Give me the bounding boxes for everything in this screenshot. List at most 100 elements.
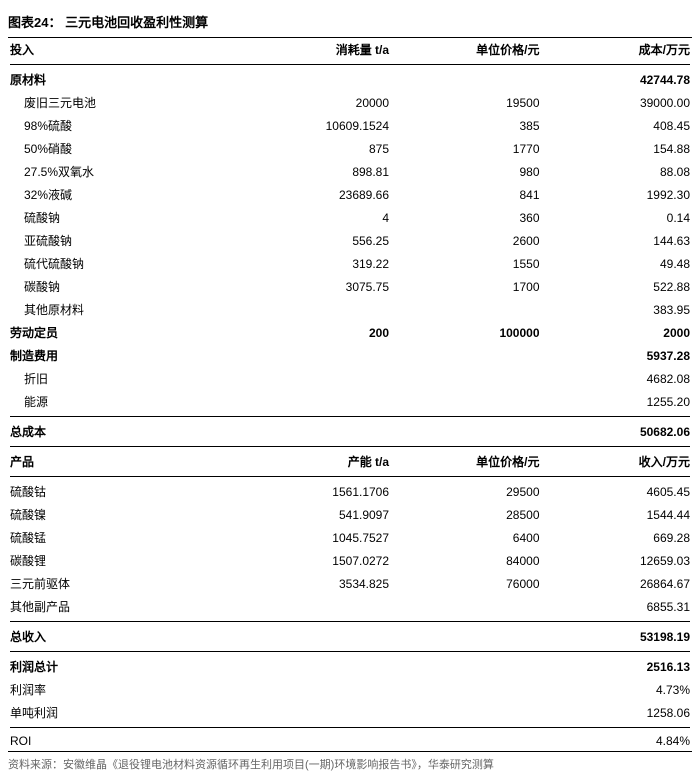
table-row-label: 27.5%双氧水 bbox=[8, 160, 241, 183]
table-cell bbox=[241, 390, 391, 413]
divider bbox=[10, 727, 690, 728]
table-cell bbox=[391, 595, 541, 618]
table-cell: 0.14 bbox=[542, 206, 693, 229]
table-cell: 522.88 bbox=[542, 275, 693, 298]
header-qty: 消耗量 t/a bbox=[241, 38, 391, 61]
table-cell: 26864.67 bbox=[542, 572, 693, 595]
raw-materials-label: 原材料 bbox=[8, 68, 241, 91]
table-row-label: 硫酸镍 bbox=[8, 503, 241, 526]
total-cost-label: 总成本 bbox=[8, 420, 241, 443]
table-cell: 28500 bbox=[391, 503, 541, 526]
table-cell: 4605.45 bbox=[542, 480, 693, 503]
pertonne-label: 单吨利润 bbox=[8, 701, 241, 724]
table-row-label: 硫酸钠 bbox=[8, 206, 241, 229]
table-cell: 360 bbox=[391, 206, 541, 229]
table-row-label: 硫代硫酸钠 bbox=[8, 252, 241, 275]
header-input: 投入 bbox=[8, 38, 241, 61]
table-row-label: 碳酸钠 bbox=[8, 275, 241, 298]
divider bbox=[10, 476, 690, 477]
table-row-label: 废旧三元电池 bbox=[8, 91, 241, 114]
table-cell: 39000.00 bbox=[542, 91, 693, 114]
table-cell: 1544.44 bbox=[542, 503, 693, 526]
table-row-label: 硫酸钴 bbox=[8, 480, 241, 503]
labor-label: 劳动定员 bbox=[8, 321, 241, 344]
table-cell: 3075.75 bbox=[241, 275, 391, 298]
header-revenue: 收入/万元 bbox=[542, 450, 693, 473]
table-cell: 1255.20 bbox=[542, 390, 693, 413]
table-cell: 154.88 bbox=[542, 137, 693, 160]
table-row-label: 50%硝酸 bbox=[8, 137, 241, 160]
divider bbox=[10, 446, 690, 447]
divider bbox=[10, 621, 690, 622]
labor-price: 100000 bbox=[391, 321, 541, 344]
figure-title: 图表24： 三元电池回收盈利性测算 bbox=[8, 8, 692, 37]
divider bbox=[10, 64, 690, 65]
table-cell bbox=[241, 367, 391, 390]
table-cell: 383.95 bbox=[542, 298, 693, 321]
table-cell: 541.9097 bbox=[241, 503, 391, 526]
total-rev-label: 总收入 bbox=[8, 625, 241, 648]
table-cell: 19500 bbox=[391, 91, 541, 114]
table-cell: 875 bbox=[241, 137, 391, 160]
table-row-label: 折旧 bbox=[8, 367, 241, 390]
table-cell: 49.48 bbox=[542, 252, 693, 275]
table-row-label: 其他副产品 bbox=[8, 595, 241, 618]
table-cell: 556.25 bbox=[241, 229, 391, 252]
table-row-label: 32%液碱 bbox=[8, 183, 241, 206]
total-rev-value: 53198.19 bbox=[542, 625, 693, 648]
table-cell bbox=[241, 595, 391, 618]
table-cell: 1045.7527 bbox=[241, 526, 391, 549]
table-cell: 669.28 bbox=[542, 526, 693, 549]
table-cell: 3534.825 bbox=[241, 572, 391, 595]
table-cell: 29500 bbox=[391, 480, 541, 503]
table-cell: 6400 bbox=[391, 526, 541, 549]
table-cell: 23689.66 bbox=[241, 183, 391, 206]
margin-value: 4.73% bbox=[542, 678, 693, 701]
table-cell: 1770 bbox=[391, 137, 541, 160]
labor-qty: 200 bbox=[241, 321, 391, 344]
table-row-label: 能源 bbox=[8, 390, 241, 413]
table-cell: 980 bbox=[391, 160, 541, 183]
table-cell: 20000 bbox=[241, 91, 391, 114]
roi-label: ROI bbox=[8, 731, 241, 751]
table-cell: 84000 bbox=[391, 549, 541, 572]
table-cell: 12659.03 bbox=[542, 549, 693, 572]
table-cell: 1561.1706 bbox=[241, 480, 391, 503]
table-cell: 1507.0272 bbox=[241, 549, 391, 572]
table-cell: 385 bbox=[391, 114, 541, 137]
table-row-label: 硫酸锰 bbox=[8, 526, 241, 549]
table-cell: 319.22 bbox=[241, 252, 391, 275]
table-cell: 10609.1524 bbox=[241, 114, 391, 137]
labor-cost: 2000 bbox=[542, 321, 693, 344]
table-row-label: 三元前驱体 bbox=[8, 572, 241, 595]
table-cell: 88.08 bbox=[542, 160, 693, 183]
table-cell: 76000 bbox=[391, 572, 541, 595]
header-price: 单位价格/元 bbox=[391, 38, 541, 61]
table-cell bbox=[391, 390, 541, 413]
source-text: 资料来源：安徽维晶《退役锂电池材料资源循环再生利用项目(一期)环境影响报告书》，… bbox=[8, 752, 692, 772]
table-cell bbox=[391, 367, 541, 390]
table-cell: 6855.31 bbox=[542, 595, 693, 618]
table-row-label: 98%硫酸 bbox=[8, 114, 241, 137]
table-cell: 4 bbox=[241, 206, 391, 229]
table-cell: 1700 bbox=[391, 275, 541, 298]
pertonne-value: 1258.06 bbox=[542, 701, 693, 724]
header-cost: 成本/万元 bbox=[542, 38, 693, 61]
table-cell: 4682.08 bbox=[542, 367, 693, 390]
table-cell: 1992.30 bbox=[542, 183, 693, 206]
header-capacity: 产能 t/a bbox=[241, 450, 391, 473]
table-row-label: 亚硫酸钠 bbox=[8, 229, 241, 252]
table-cell: 841 bbox=[391, 183, 541, 206]
raw-materials-total: 42744.78 bbox=[542, 68, 693, 91]
mfg-label: 制造费用 bbox=[8, 344, 241, 367]
mfg-cost: 5937.28 bbox=[542, 344, 693, 367]
total-cost-value: 50682.06 bbox=[542, 420, 693, 443]
table-cell: 408.45 bbox=[542, 114, 693, 137]
margin-label: 利润率 bbox=[8, 678, 241, 701]
profit-value: 2516.13 bbox=[542, 655, 693, 678]
table-cell bbox=[241, 298, 391, 321]
table-cell: 144.63 bbox=[542, 229, 693, 252]
header-product: 产品 bbox=[8, 450, 241, 473]
table-cell: 1550 bbox=[391, 252, 541, 275]
divider bbox=[10, 651, 690, 652]
